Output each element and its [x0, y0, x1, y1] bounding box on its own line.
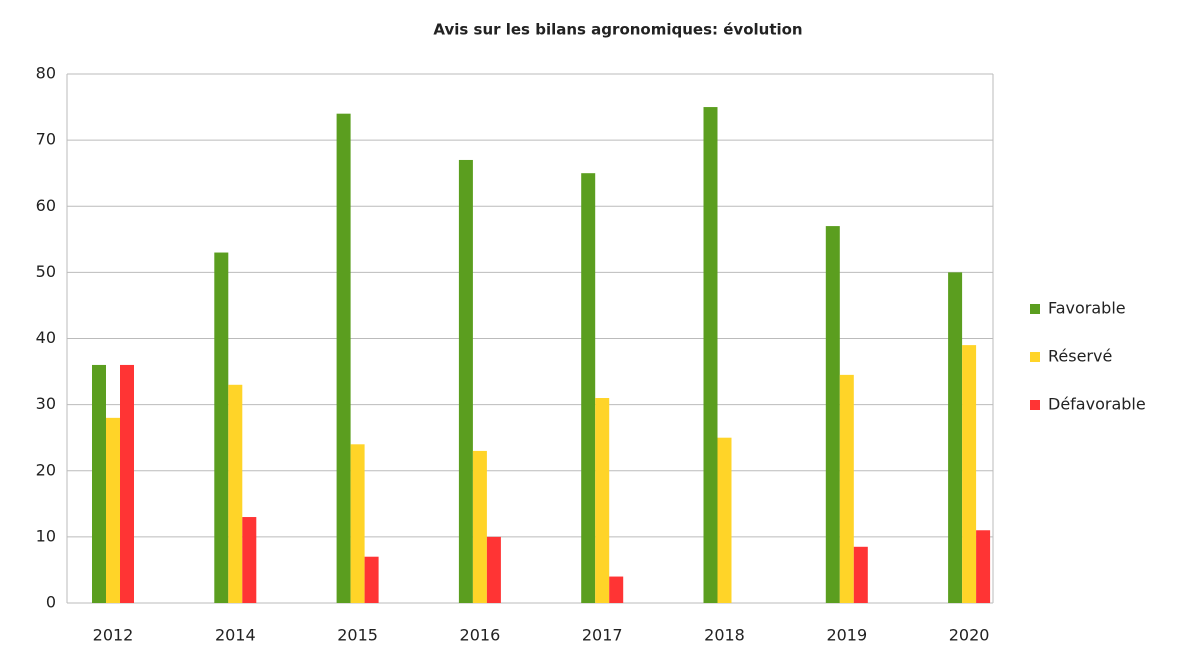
bar	[962, 345, 977, 603]
bar	[472, 450, 487, 603]
legend-label: Favorable	[1048, 299, 1126, 318]
bar	[350, 444, 365, 603]
bar	[839, 374, 854, 603]
bar	[458, 159, 473, 603]
y-tick-label: 30	[36, 394, 56, 413]
chart-title: Avis sur les bilans agronomiques: évolut…	[433, 21, 802, 39]
y-tick-label: 10	[36, 526, 56, 545]
legend-label: Défavorable	[1048, 395, 1146, 414]
bar	[581, 173, 596, 603]
bar	[595, 398, 610, 603]
x-tick-label: 2016	[460, 626, 501, 645]
y-tick-label: 0	[46, 593, 56, 612]
x-tick-label: 2018	[704, 626, 745, 645]
y-tick-label: 50	[36, 262, 56, 281]
bar	[825, 226, 840, 603]
bar	[214, 252, 229, 603]
x-tick-label: 2019	[826, 626, 867, 645]
y-tick-label: 20	[36, 460, 56, 479]
bar	[853, 546, 868, 603]
bar	[486, 536, 501, 603]
bar	[336, 113, 351, 604]
x-tick-label: 2017	[582, 626, 623, 645]
y-tick-label: 70	[36, 130, 56, 149]
bar	[609, 576, 624, 603]
y-tick-label: 80	[36, 64, 56, 83]
bar	[106, 417, 120, 603]
bar	[242, 517, 257, 603]
y-tick-label: 40	[36, 328, 56, 347]
legend-swatch	[1030, 400, 1040, 410]
bar	[948, 272, 963, 603]
bar	[976, 530, 991, 603]
bar	[120, 364, 134, 603]
legend-label: Réservé	[1048, 347, 1112, 366]
x-tick-label: 2014	[215, 626, 256, 645]
x-tick-label: 2020	[949, 626, 990, 645]
bar	[717, 437, 732, 603]
x-tick-label: 2015	[337, 626, 378, 645]
legend-swatch	[1030, 352, 1040, 362]
x-tick-label: 2012	[93, 626, 134, 645]
legend-swatch	[1030, 304, 1040, 314]
bar	[92, 364, 106, 603]
bar	[228, 384, 243, 603]
bar	[703, 107, 718, 603]
bar	[364, 556, 379, 603]
y-tick-label: 60	[36, 196, 56, 215]
